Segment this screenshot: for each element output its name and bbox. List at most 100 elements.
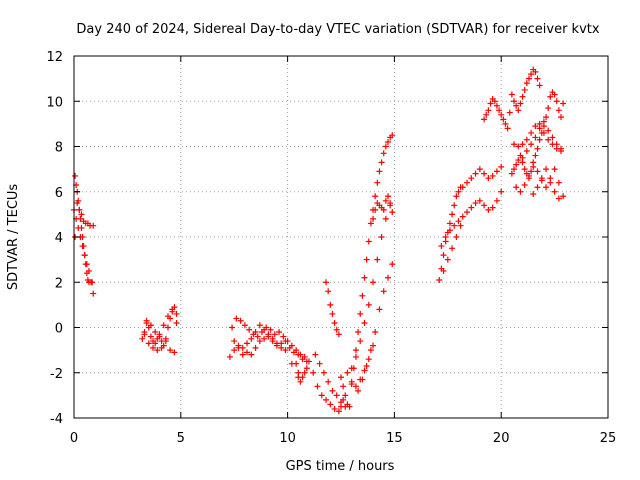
data-point bbox=[523, 80, 530, 87]
data-point bbox=[446, 220, 453, 227]
data-point bbox=[248, 335, 255, 342]
data-point bbox=[252, 344, 259, 351]
data-point bbox=[370, 215, 377, 222]
data-point bbox=[361, 319, 368, 326]
data-point bbox=[387, 200, 394, 207]
data-point bbox=[261, 335, 268, 342]
data-point bbox=[229, 324, 236, 331]
data-point bbox=[472, 200, 479, 207]
data-point bbox=[382, 197, 389, 204]
data-point bbox=[384, 274, 391, 281]
data-point bbox=[372, 206, 379, 213]
data-point bbox=[532, 68, 539, 75]
data-point bbox=[464, 209, 471, 216]
data-point bbox=[147, 333, 154, 340]
data-point bbox=[549, 134, 556, 141]
data-point bbox=[517, 188, 524, 195]
data-point bbox=[355, 387, 362, 394]
series-3 bbox=[293, 351, 349, 415]
data-point bbox=[305, 358, 312, 365]
data-point bbox=[451, 202, 458, 209]
data-point bbox=[453, 193, 460, 200]
data-point bbox=[297, 378, 304, 385]
data-point bbox=[340, 383, 347, 390]
data-point bbox=[169, 308, 176, 315]
data-point bbox=[226, 353, 233, 360]
series-5 bbox=[370, 193, 396, 222]
data-point bbox=[378, 234, 385, 240]
data-point bbox=[543, 166, 550, 173]
data-point bbox=[517, 100, 524, 107]
data-point bbox=[464, 179, 471, 186]
data-point bbox=[455, 218, 462, 225]
data-point bbox=[293, 347, 300, 354]
data-point bbox=[89, 279, 96, 286]
data-point bbox=[551, 166, 558, 173]
data-point bbox=[560, 193, 567, 200]
data-point bbox=[536, 136, 543, 143]
data-point bbox=[150, 344, 157, 351]
data-point bbox=[543, 184, 550, 191]
data-point bbox=[244, 349, 251, 356]
data-point bbox=[361, 367, 368, 374]
data-point bbox=[338, 374, 344, 381]
data-point bbox=[297, 351, 304, 358]
data-point bbox=[256, 338, 263, 345]
series-4 bbox=[323, 132, 396, 410]
chart-title: Day 240 of 2024, Sidereal Day-to-day VTE… bbox=[76, 22, 599, 37]
data-point bbox=[374, 179, 381, 186]
y-tick-label: 8 bbox=[55, 141, 63, 156]
data-point bbox=[338, 399, 344, 406]
data-point bbox=[438, 243, 445, 250]
data-point bbox=[352, 353, 359, 360]
data-point bbox=[335, 408, 342, 415]
data-point bbox=[348, 378, 355, 385]
data-point bbox=[508, 91, 515, 98]
data-point bbox=[384, 193, 391, 200]
data-point bbox=[139, 335, 146, 342]
data-point bbox=[171, 304, 178, 311]
data-point bbox=[246, 326, 253, 333]
data-point bbox=[389, 132, 396, 139]
data-point bbox=[143, 317, 150, 324]
data-point bbox=[496, 107, 503, 114]
data-point bbox=[476, 166, 483, 173]
series-1 bbox=[139, 304, 180, 356]
data-point bbox=[555, 195, 562, 202]
data-point bbox=[553, 98, 560, 105]
data-point bbox=[380, 288, 387, 295]
data-point bbox=[560, 100, 567, 107]
data-point bbox=[152, 329, 159, 336]
series-8 bbox=[508, 89, 567, 202]
y-axis-title: SDTVAR / TECUs bbox=[6, 184, 21, 291]
data-point bbox=[74, 200, 81, 207]
data-point bbox=[498, 111, 505, 118]
data-point bbox=[468, 175, 475, 182]
data-point bbox=[534, 75, 541, 82]
data-point bbox=[372, 329, 379, 336]
data-point bbox=[532, 134, 539, 141]
data-point bbox=[440, 267, 447, 274]
x-tick-label: 20 bbox=[493, 431, 510, 446]
data-point bbox=[269, 335, 276, 342]
data-point bbox=[502, 120, 509, 127]
data-point bbox=[160, 322, 167, 329]
data-point bbox=[500, 116, 507, 123]
data-point bbox=[485, 206, 492, 213]
data-point bbox=[357, 338, 364, 345]
data-point bbox=[481, 170, 488, 177]
data-point bbox=[83, 261, 90, 268]
data-point bbox=[361, 274, 368, 281]
data-point bbox=[280, 333, 287, 340]
data-point bbox=[553, 141, 560, 148]
data-point bbox=[525, 172, 532, 179]
data-point bbox=[532, 123, 539, 130]
data-point bbox=[545, 136, 552, 143]
data-point bbox=[493, 168, 500, 175]
data-point bbox=[493, 102, 500, 109]
data-point bbox=[90, 290, 97, 297]
data-point bbox=[284, 338, 291, 345]
data-point bbox=[271, 331, 278, 338]
data-point bbox=[316, 360, 323, 367]
